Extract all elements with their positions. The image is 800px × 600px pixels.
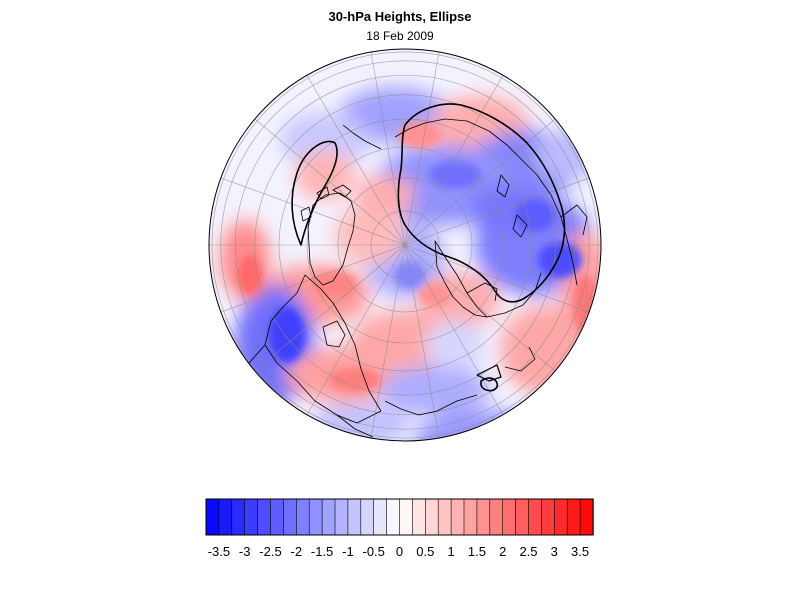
colorbar-tick-label: -2 [291,544,303,559]
anomaly-region [335,205,405,265]
colorbar-swatch [437,498,452,536]
colorbar-swatch [463,498,478,536]
meridian-line [404,244,590,313]
ellipse-contour [291,103,566,392]
anomaly-region [419,283,451,307]
colorbar-tick-label: -2.5 [259,544,281,559]
colorbar-swatch [412,498,426,536]
colorbar-swatch [373,498,388,536]
meridian-line [254,118,406,246]
colorbar-tick-label: -3 [239,544,251,559]
anomaly-region [485,433,545,441]
colorbar-swatch [502,498,517,536]
colorbar-frame [205,498,594,536]
meridian-line [404,75,504,246]
meridian-line [306,75,406,246]
anomaly-region [538,242,582,278]
colorbar-tick-label: 3 [551,544,558,559]
colorbar-tick-label: -1.5 [311,544,333,559]
colorbar-swatch [450,498,465,536]
colorbar-tick-labels: -3.5 -3 -2.5 -2 -1.5 -1 -0.5 0 0.5 1 1.5 2 2.5 3 3.5 [208,544,589,559]
colorbar-tick-label: -3.5 [208,544,230,559]
meridian-line [306,244,406,415]
colorbar-tick-label: 0.5 [416,544,434,559]
anomaly-region [238,255,262,295]
meridian-line [404,244,504,415]
graticule [209,51,601,439]
anomaly-region [329,368,381,392]
colorbar-swatch [334,498,349,536]
meridian-line [220,244,406,313]
anomaly-region [269,307,305,363]
colorbar-tick-label: 1 [447,544,454,559]
anomaly-region [398,121,442,149]
colorbar-tick-label: 2.5 [519,544,537,559]
colorbar-tick-label: 0 [396,544,403,559]
colorbar-swatch [489,498,504,536]
map-title: 30-hPa Heights, Ellipse [328,9,472,24]
colorbar-swatch [399,498,414,536]
meridian-line [370,244,406,439]
colorbar-swatch [360,498,375,536]
meridian-line [404,118,556,246]
anomaly-region [355,175,415,215]
meridian-line [254,244,406,372]
colorbar: -3.5 -3 -2.5 -2 -1.5 -1 -0.5 0 0.5 1 1.5 2 2.5 3 3.5 [205,498,594,559]
colorbar-swatch [231,498,246,536]
colorbar-swatch [579,498,594,536]
colorbar-swatch [308,498,323,536]
map-date: 18 Feb 2009 [366,29,434,43]
colorbar-swatch [566,498,581,536]
anomaly-region [350,310,460,380]
colorbar-swatch [347,498,362,536]
colorbar-swatch [205,498,220,536]
meridian-line [370,51,406,246]
colorbar-swatches [205,498,594,536]
anomaly-region [515,199,555,231]
colorbar-swatch [321,498,336,536]
colorbar-swatch [515,498,530,536]
meridian-line [404,51,440,246]
anomaly-region [313,271,357,299]
colorbar-swatch [296,498,310,536]
anomaly-region [380,365,490,415]
meridian-line [404,244,440,439]
colorbar-swatch [218,498,233,536]
anomaly-region [429,161,481,189]
colorbar-tick-label: 3.5 [571,544,589,559]
colorbar-tick-label: 1.5 [468,544,486,559]
polar-map [208,48,602,442]
colorbar-swatch [541,498,555,536]
colorbar-swatch [257,498,272,536]
meridian-line [404,177,590,246]
colorbar-swatch [476,498,491,536]
colorbar-swatch [528,498,543,536]
colorbar-swatch [283,498,298,536]
colorbar-tick-label: -0.5 [362,544,384,559]
colorbar-swatch [553,498,568,536]
colorbar-swatch [386,498,401,536]
coastlines [236,118,588,438]
meridian-line [220,177,406,246]
colorbar-tick-label: -1 [342,544,354,559]
anomaly-region [425,320,485,370]
colorbar-tick-label: 2 [499,544,506,559]
colorbar-swatch [244,498,259,536]
colorbar-swatch [425,498,439,536]
map-boundary [208,48,602,442]
colorbar-swatch [270,498,285,536]
anomaly-region [280,112,370,168]
